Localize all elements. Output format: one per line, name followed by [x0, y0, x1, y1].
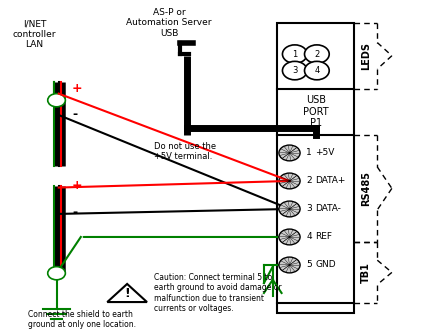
Text: +: +	[72, 82, 83, 95]
Text: Caution: Connect terminal 5 to
earth ground to avoid damage or
malfunction due t: Caution: Connect terminal 5 to earth gro…	[154, 273, 281, 313]
Circle shape	[279, 229, 300, 245]
Text: Connect the shield to earth
ground at only one location.: Connect the shield to earth ground at on…	[28, 310, 136, 329]
Text: !: !	[124, 287, 130, 300]
Text: RS485: RS485	[361, 171, 371, 206]
Text: 3: 3	[306, 204, 312, 213]
Text: DATA+: DATA+	[315, 176, 345, 185]
Text: GND: GND	[315, 260, 336, 269]
Circle shape	[279, 145, 300, 161]
Circle shape	[48, 94, 65, 107]
Circle shape	[282, 45, 307, 63]
Circle shape	[279, 201, 300, 217]
Text: -: -	[72, 205, 77, 218]
Text: DATA-: DATA-	[315, 204, 341, 213]
Text: Do not use the
+5V terminal.: Do not use the +5V terminal.	[154, 142, 216, 161]
Circle shape	[279, 257, 300, 273]
Text: I/NET
controller
LAN: I/NET controller LAN	[13, 19, 56, 49]
Text: 1: 1	[306, 149, 312, 158]
Circle shape	[305, 61, 329, 80]
Text: 4: 4	[314, 66, 320, 75]
Circle shape	[48, 267, 65, 280]
Text: 5: 5	[306, 260, 312, 269]
Text: TB1: TB1	[361, 262, 371, 283]
Circle shape	[279, 173, 300, 189]
Polygon shape	[107, 284, 147, 302]
Circle shape	[305, 45, 329, 63]
Text: 2: 2	[314, 50, 320, 59]
Text: LEDS: LEDS	[361, 42, 371, 70]
Bar	[277, 23, 354, 313]
Text: 4: 4	[306, 232, 312, 241]
Text: 1: 1	[292, 50, 297, 59]
Text: +: +	[72, 179, 83, 192]
Circle shape	[282, 61, 307, 80]
Text: -: -	[72, 108, 77, 121]
Text: 3: 3	[292, 66, 297, 75]
Text: USB
PORT
P1: USB PORT P1	[303, 95, 329, 128]
Text: 2: 2	[306, 176, 312, 185]
Text: +5V: +5V	[315, 149, 334, 158]
Text: REF: REF	[315, 232, 332, 241]
Text: AS-P or
Automation Server
USB: AS-P or Automation Server USB	[126, 8, 212, 38]
